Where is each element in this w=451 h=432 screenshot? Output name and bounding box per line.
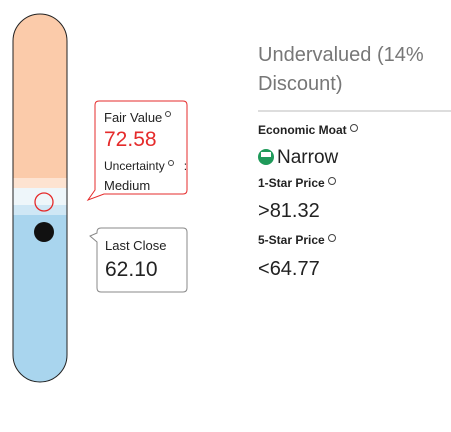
valuation-line: Undervalued (14% [258, 44, 424, 66]
fair-value-label: Fair Value [104, 110, 172, 125]
label-text: Uncertainty [104, 159, 165, 173]
fair-value-box [86, 100, 188, 202]
last-close-marker [34, 222, 54, 242]
label-text: Fair Value [104, 110, 163, 125]
info-icon [165, 111, 172, 117]
thermometer [13, 14, 67, 382]
label-text: 5-Star Price [258, 233, 325, 247]
moat-value: Narrow [277, 147, 339, 168]
moat-label: Economic Moat [258, 124, 358, 136]
last-close: 62.10 [105, 258, 158, 281]
last-close-label: Last Close [105, 238, 167, 253]
one-star-label: 1-Star Price [258, 177, 336, 189]
price: 81.32 [269, 200, 320, 222]
search-icon [327, 234, 336, 242]
moat-icon-detail [261, 152, 271, 157]
search-icon [349, 124, 358, 132]
uncertainty-label: Uncertainty: [104, 160, 187, 172]
five-star-label: 5-Star Price [258, 234, 336, 246]
thermometer-outline [12, 13, 68, 383]
valuation-line: Discount) [258, 73, 343, 95]
fair-value-marker [34, 192, 54, 212]
fair-value: 72.58 [104, 128, 157, 151]
separator: : [183, 159, 188, 173]
five-star-price: <64.77 [258, 259, 320, 279]
info-icon [167, 160, 174, 166]
one-star-price: >81.32 [258, 201, 320, 221]
price: 64.77 [269, 258, 320, 280]
label-text: 1-Star Price [258, 176, 325, 190]
label-text: Economic Moat [258, 123, 347, 137]
symbol: > [258, 200, 270, 222]
uncertainty: Medium [104, 178, 151, 193]
search-icon [327, 177, 336, 185]
symbol: < [258, 258, 270, 280]
last-close-box [89, 227, 188, 293]
